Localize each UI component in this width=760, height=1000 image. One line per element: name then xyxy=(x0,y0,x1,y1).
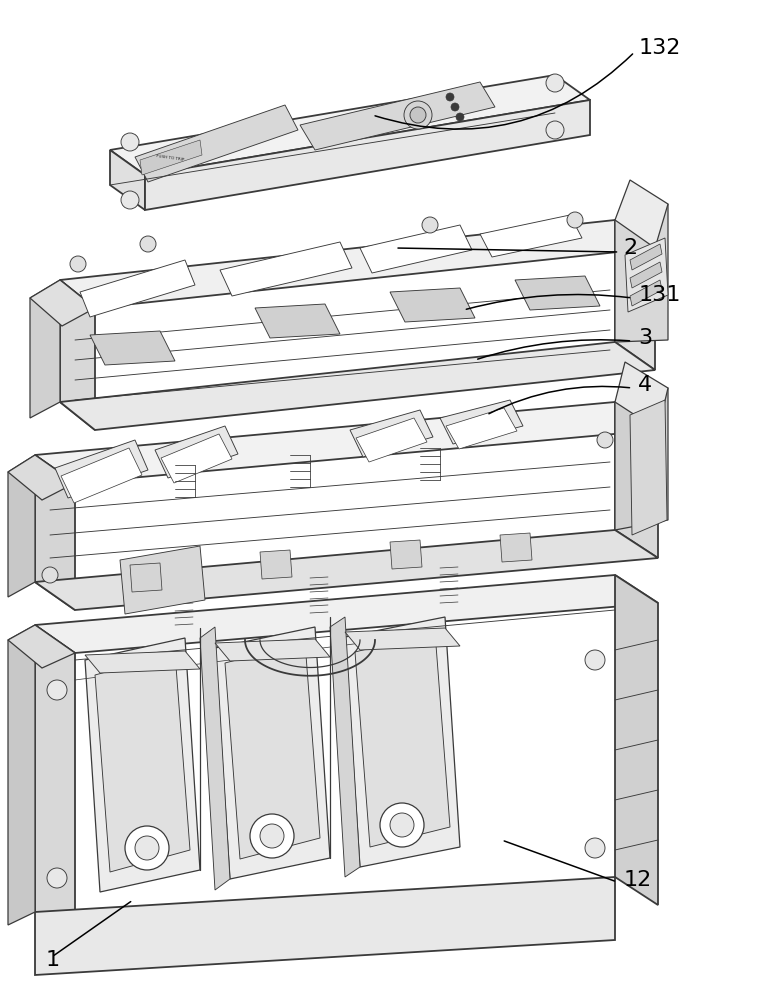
Circle shape xyxy=(250,814,294,858)
Polygon shape xyxy=(8,455,35,597)
Polygon shape xyxy=(615,388,668,530)
Polygon shape xyxy=(615,180,668,248)
Polygon shape xyxy=(35,530,658,610)
Polygon shape xyxy=(85,638,200,892)
Polygon shape xyxy=(356,418,427,462)
Polygon shape xyxy=(615,220,655,370)
Circle shape xyxy=(70,256,86,272)
Polygon shape xyxy=(440,400,523,444)
Polygon shape xyxy=(145,100,590,210)
Polygon shape xyxy=(60,220,655,308)
Circle shape xyxy=(47,680,67,700)
Polygon shape xyxy=(630,244,662,270)
Polygon shape xyxy=(225,642,320,859)
Polygon shape xyxy=(390,540,422,569)
Circle shape xyxy=(135,836,159,860)
Polygon shape xyxy=(80,260,195,317)
Polygon shape xyxy=(255,304,340,338)
Polygon shape xyxy=(615,402,658,558)
Polygon shape xyxy=(95,653,190,872)
Polygon shape xyxy=(200,627,230,890)
Polygon shape xyxy=(35,455,75,610)
Polygon shape xyxy=(110,75,590,175)
Polygon shape xyxy=(8,455,75,500)
Polygon shape xyxy=(615,575,658,905)
Polygon shape xyxy=(8,625,75,668)
Polygon shape xyxy=(35,575,658,653)
Circle shape xyxy=(456,113,464,121)
Polygon shape xyxy=(215,639,330,661)
Polygon shape xyxy=(260,550,292,579)
Text: 132: 132 xyxy=(638,38,681,58)
Circle shape xyxy=(125,826,169,870)
Text: 3: 3 xyxy=(638,328,653,348)
Polygon shape xyxy=(630,400,667,535)
Circle shape xyxy=(567,212,583,228)
Polygon shape xyxy=(480,215,582,257)
Polygon shape xyxy=(8,625,35,925)
Polygon shape xyxy=(110,150,145,210)
Circle shape xyxy=(451,103,459,111)
Polygon shape xyxy=(630,280,662,306)
Polygon shape xyxy=(360,225,472,273)
Circle shape xyxy=(546,121,564,139)
Polygon shape xyxy=(135,105,298,182)
Polygon shape xyxy=(615,204,668,342)
Polygon shape xyxy=(350,410,433,457)
Polygon shape xyxy=(30,280,95,326)
Polygon shape xyxy=(140,140,202,175)
Polygon shape xyxy=(446,408,517,449)
Text: 2: 2 xyxy=(623,238,638,258)
Polygon shape xyxy=(390,288,475,322)
Circle shape xyxy=(260,824,284,848)
Polygon shape xyxy=(515,276,600,310)
Text: 12: 12 xyxy=(623,870,651,890)
Circle shape xyxy=(585,650,605,670)
Polygon shape xyxy=(35,402,658,483)
Polygon shape xyxy=(155,426,238,478)
Circle shape xyxy=(121,133,139,151)
Polygon shape xyxy=(161,434,232,483)
Polygon shape xyxy=(30,280,60,418)
Polygon shape xyxy=(300,82,495,150)
Circle shape xyxy=(446,93,454,101)
Polygon shape xyxy=(90,331,175,365)
Polygon shape xyxy=(220,242,352,296)
Circle shape xyxy=(546,74,564,92)
Circle shape xyxy=(140,236,156,252)
Polygon shape xyxy=(355,632,450,847)
Polygon shape xyxy=(625,238,668,312)
Text: 1: 1 xyxy=(46,950,60,970)
Polygon shape xyxy=(60,342,655,430)
Circle shape xyxy=(380,803,424,847)
Text: 4: 4 xyxy=(638,375,653,395)
Polygon shape xyxy=(345,617,460,867)
Polygon shape xyxy=(630,262,662,288)
Circle shape xyxy=(390,813,414,837)
Circle shape xyxy=(597,432,613,448)
Circle shape xyxy=(121,191,139,209)
Circle shape xyxy=(42,567,58,583)
Polygon shape xyxy=(35,877,615,975)
Text: 131: 131 xyxy=(638,285,681,305)
Circle shape xyxy=(404,101,432,129)
Polygon shape xyxy=(215,627,330,879)
Polygon shape xyxy=(120,546,205,614)
Polygon shape xyxy=(130,563,162,592)
Circle shape xyxy=(422,217,438,233)
Polygon shape xyxy=(60,280,95,430)
Polygon shape xyxy=(55,440,148,498)
Circle shape xyxy=(410,107,426,123)
Polygon shape xyxy=(615,362,668,430)
Circle shape xyxy=(585,838,605,858)
Polygon shape xyxy=(61,448,142,503)
Text: PUSH TO TRIP: PUSH TO TRIP xyxy=(156,154,185,162)
Polygon shape xyxy=(35,625,75,940)
Polygon shape xyxy=(85,651,200,673)
Circle shape xyxy=(47,868,67,888)
Polygon shape xyxy=(345,628,460,650)
Polygon shape xyxy=(330,617,360,877)
Polygon shape xyxy=(500,533,532,562)
